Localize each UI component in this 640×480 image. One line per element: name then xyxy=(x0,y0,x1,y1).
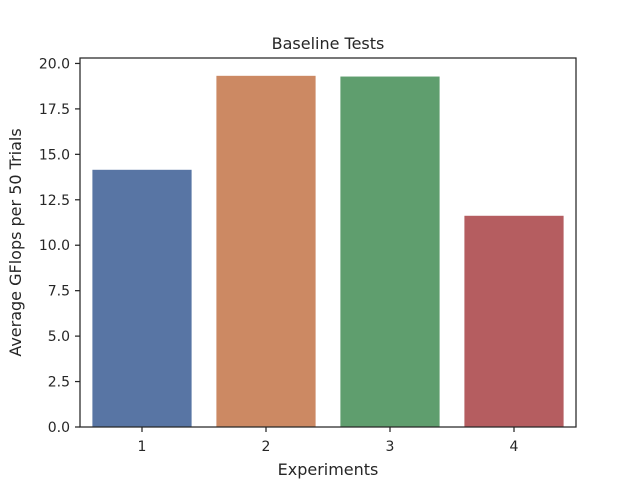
bars-layer xyxy=(92,75,564,428)
y-axis-label: Average GFlops per 50 Trials xyxy=(6,128,25,356)
y-tick-label: 17.5 xyxy=(39,102,70,118)
bar-experiment-1 xyxy=(92,169,192,427)
x-axis-ticks: 1 2 3 4 xyxy=(138,427,519,455)
y-tick-label: 2.5 xyxy=(48,375,70,391)
y-tick-label: 10.0 xyxy=(39,238,70,254)
y-axis-ticks: 0.0 2.5 5.0 7.5 10.0 12.5 15.0 17.5 20.0 xyxy=(39,56,80,436)
y-tick-label: 12.5 xyxy=(39,193,70,209)
chart-title: Baseline Tests xyxy=(272,34,385,53)
y-tick-label: 7.5 xyxy=(48,284,70,300)
x-tick-label: 2 xyxy=(262,439,271,455)
y-tick-label: 15.0 xyxy=(39,147,70,163)
x-tick-label: 3 xyxy=(386,439,395,455)
x-tick-label: 4 xyxy=(510,439,519,455)
x-tick-label: 1 xyxy=(138,439,147,455)
bar-experiment-3 xyxy=(340,76,440,427)
y-tick-label: 0.0 xyxy=(48,420,70,436)
plot-area-frame xyxy=(79,57,577,428)
bar-experiment-4 xyxy=(464,215,564,427)
y-tick-label: 20.0 xyxy=(39,56,70,72)
x-axis-label: Experiments xyxy=(278,460,379,479)
bar-experiment-2 xyxy=(216,75,316,428)
y-tick-label: 5.0 xyxy=(48,329,70,345)
